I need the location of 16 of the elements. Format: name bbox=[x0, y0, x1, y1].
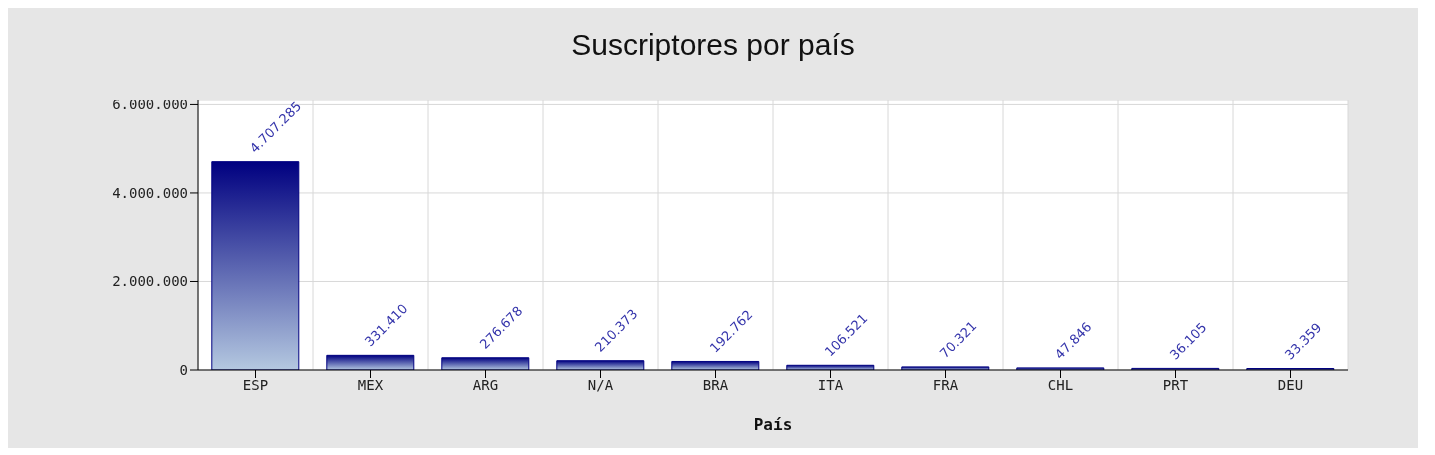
y-tick-label: 4.000.000 bbox=[112, 184, 188, 201]
y-tick-label: 6.000.000 bbox=[112, 96, 188, 113]
x-tick-label: ARG bbox=[472, 376, 499, 393]
x-tick-label: FRA bbox=[932, 376, 959, 393]
x-tick-label: PRT bbox=[1162, 376, 1189, 393]
x-tick-label: N/A bbox=[587, 376, 614, 393]
x-tick-label: ITA bbox=[817, 376, 844, 393]
x-tick-label: CHL bbox=[1047, 376, 1074, 393]
y-tick-label: 0 bbox=[179, 361, 188, 378]
x-tick-label: MEX bbox=[357, 376, 384, 393]
x-tick-label: DEU bbox=[1277, 376, 1304, 393]
x-tick-label: BRA bbox=[702, 376, 729, 393]
x-axis-title: País bbox=[753, 415, 793, 434]
x-tick-label: ESP bbox=[242, 376, 269, 393]
chart-title: Suscriptores por país bbox=[571, 28, 855, 61]
y-tick-label: 2.000.000 bbox=[112, 273, 188, 290]
